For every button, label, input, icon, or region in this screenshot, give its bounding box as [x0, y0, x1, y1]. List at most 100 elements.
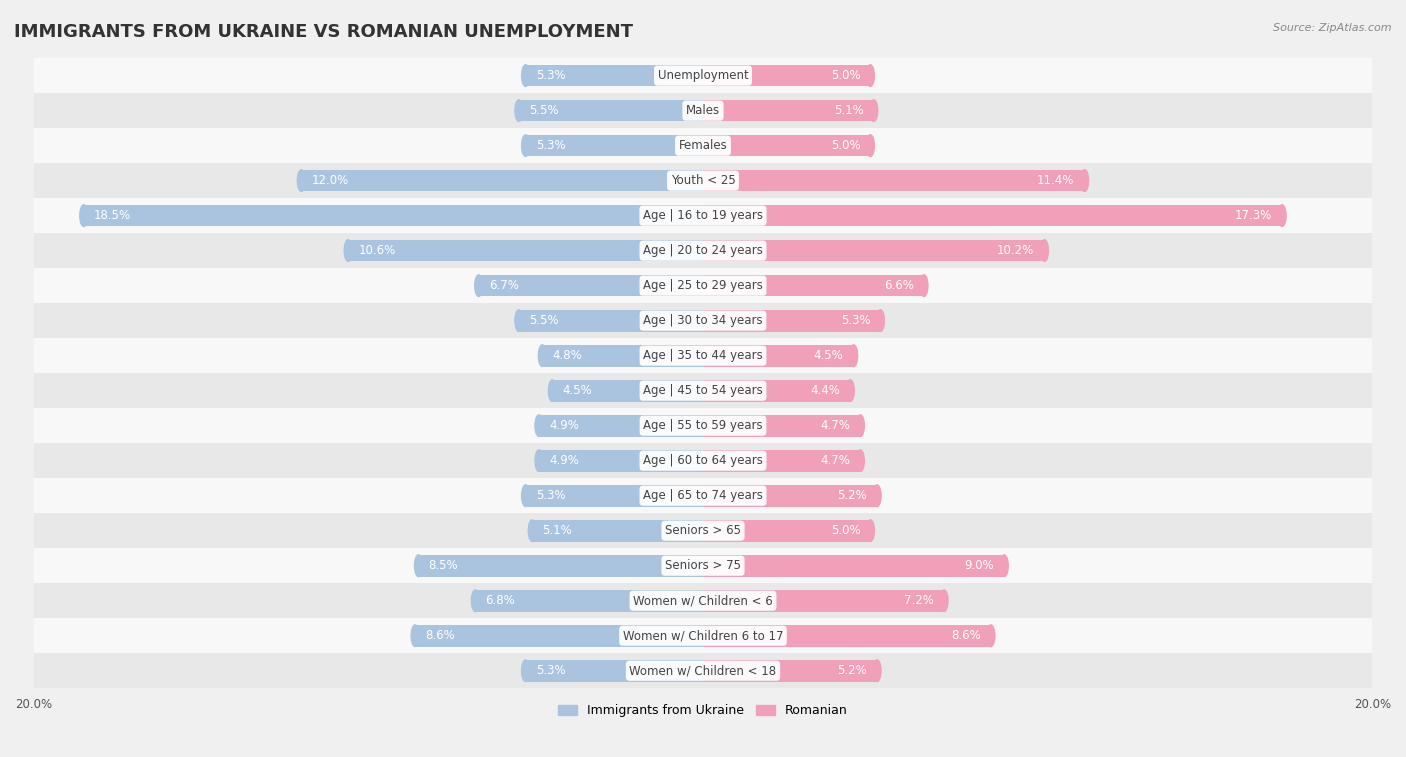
Ellipse shape: [873, 660, 882, 681]
Bar: [703, 590, 943, 612]
Ellipse shape: [856, 450, 865, 472]
Text: Women w/ Children < 6: Women w/ Children < 6: [633, 594, 773, 607]
Ellipse shape: [856, 415, 865, 437]
Bar: [34, 58, 1372, 93]
Text: 6.8%: 6.8%: [485, 594, 515, 607]
Bar: [34, 443, 1372, 478]
Ellipse shape: [866, 135, 875, 157]
Ellipse shape: [920, 275, 928, 297]
Bar: [533, 520, 703, 541]
Text: 5.5%: 5.5%: [529, 104, 558, 117]
Text: 8.5%: 8.5%: [429, 559, 458, 572]
Bar: [34, 268, 1372, 303]
Bar: [703, 100, 873, 121]
Ellipse shape: [846, 380, 855, 401]
Ellipse shape: [866, 520, 875, 541]
Text: 4.5%: 4.5%: [562, 384, 592, 397]
Text: 9.0%: 9.0%: [965, 559, 994, 572]
Bar: [475, 590, 703, 612]
Ellipse shape: [415, 555, 423, 577]
Bar: [34, 513, 1372, 548]
Bar: [703, 275, 924, 297]
Text: 5.5%: 5.5%: [529, 314, 558, 327]
Text: IMMIGRANTS FROM UKRAINE VS ROMANIAN UNEMPLOYMENT: IMMIGRANTS FROM UKRAINE VS ROMANIAN UNEM…: [14, 23, 633, 41]
Bar: [415, 625, 703, 646]
Bar: [538, 415, 703, 437]
Bar: [703, 344, 853, 366]
Bar: [703, 135, 870, 157]
Bar: [703, 205, 1282, 226]
Bar: [543, 344, 703, 366]
Text: 4.9%: 4.9%: [548, 454, 579, 467]
Text: 18.5%: 18.5%: [94, 209, 131, 222]
Ellipse shape: [538, 344, 547, 366]
Text: 5.2%: 5.2%: [837, 489, 868, 502]
Text: 4.7%: 4.7%: [821, 419, 851, 432]
Text: 17.3%: 17.3%: [1234, 209, 1272, 222]
Text: 5.2%: 5.2%: [837, 664, 868, 678]
Text: Age | 20 to 24 years: Age | 20 to 24 years: [643, 245, 763, 257]
Text: 5.1%: 5.1%: [543, 524, 572, 537]
Bar: [703, 450, 860, 472]
Ellipse shape: [515, 310, 523, 332]
Text: 5.3%: 5.3%: [536, 489, 565, 502]
Text: 5.0%: 5.0%: [831, 69, 860, 82]
Text: 5.0%: 5.0%: [831, 524, 860, 537]
Bar: [34, 478, 1372, 513]
Text: 5.1%: 5.1%: [834, 104, 863, 117]
Text: 11.4%: 11.4%: [1038, 174, 1074, 187]
Bar: [34, 198, 1372, 233]
Bar: [419, 555, 703, 577]
Text: Age | 25 to 29 years: Age | 25 to 29 years: [643, 279, 763, 292]
Ellipse shape: [522, 484, 530, 506]
Bar: [526, 65, 703, 86]
Bar: [703, 310, 880, 332]
Ellipse shape: [522, 65, 530, 86]
Ellipse shape: [80, 205, 87, 226]
Ellipse shape: [411, 625, 419, 646]
Bar: [34, 583, 1372, 618]
Text: Females: Females: [679, 139, 727, 152]
Text: 6.7%: 6.7%: [489, 279, 519, 292]
Bar: [703, 65, 870, 86]
Text: Age | 60 to 64 years: Age | 60 to 64 years: [643, 454, 763, 467]
Bar: [703, 520, 870, 541]
Text: Age | 35 to 44 years: Age | 35 to 44 years: [643, 349, 763, 362]
Text: 8.6%: 8.6%: [425, 629, 456, 642]
Text: Age | 16 to 19 years: Age | 16 to 19 years: [643, 209, 763, 222]
Legend: Immigrants from Ukraine, Romanian: Immigrants from Ukraine, Romanian: [553, 699, 853, 722]
Bar: [34, 338, 1372, 373]
Text: Women w/ Children 6 to 17: Women w/ Children 6 to 17: [623, 629, 783, 642]
Ellipse shape: [471, 590, 479, 612]
Bar: [703, 555, 1004, 577]
Text: 7.2%: 7.2%: [904, 594, 934, 607]
Bar: [34, 93, 1372, 128]
Bar: [703, 170, 1084, 192]
Text: 8.6%: 8.6%: [950, 629, 981, 642]
Text: Age | 65 to 74 years: Age | 65 to 74 years: [643, 489, 763, 502]
Ellipse shape: [870, 100, 877, 121]
Text: 4.4%: 4.4%: [810, 384, 841, 397]
Ellipse shape: [1040, 240, 1049, 261]
Bar: [526, 484, 703, 506]
Bar: [301, 170, 703, 192]
Bar: [34, 163, 1372, 198]
Bar: [703, 660, 877, 681]
Text: 5.0%: 5.0%: [831, 139, 860, 152]
Bar: [34, 373, 1372, 408]
Bar: [703, 380, 851, 401]
Text: 5.3%: 5.3%: [536, 69, 565, 82]
Ellipse shape: [876, 310, 884, 332]
Bar: [703, 240, 1045, 261]
Bar: [34, 548, 1372, 583]
Bar: [519, 310, 703, 332]
Bar: [703, 484, 877, 506]
Bar: [553, 380, 703, 401]
Ellipse shape: [873, 484, 882, 506]
Ellipse shape: [987, 625, 995, 646]
Text: Age | 45 to 54 years: Age | 45 to 54 years: [643, 384, 763, 397]
Text: 5.3%: 5.3%: [536, 664, 565, 678]
Text: Youth < 25: Youth < 25: [671, 174, 735, 187]
Bar: [34, 303, 1372, 338]
Ellipse shape: [522, 135, 530, 157]
